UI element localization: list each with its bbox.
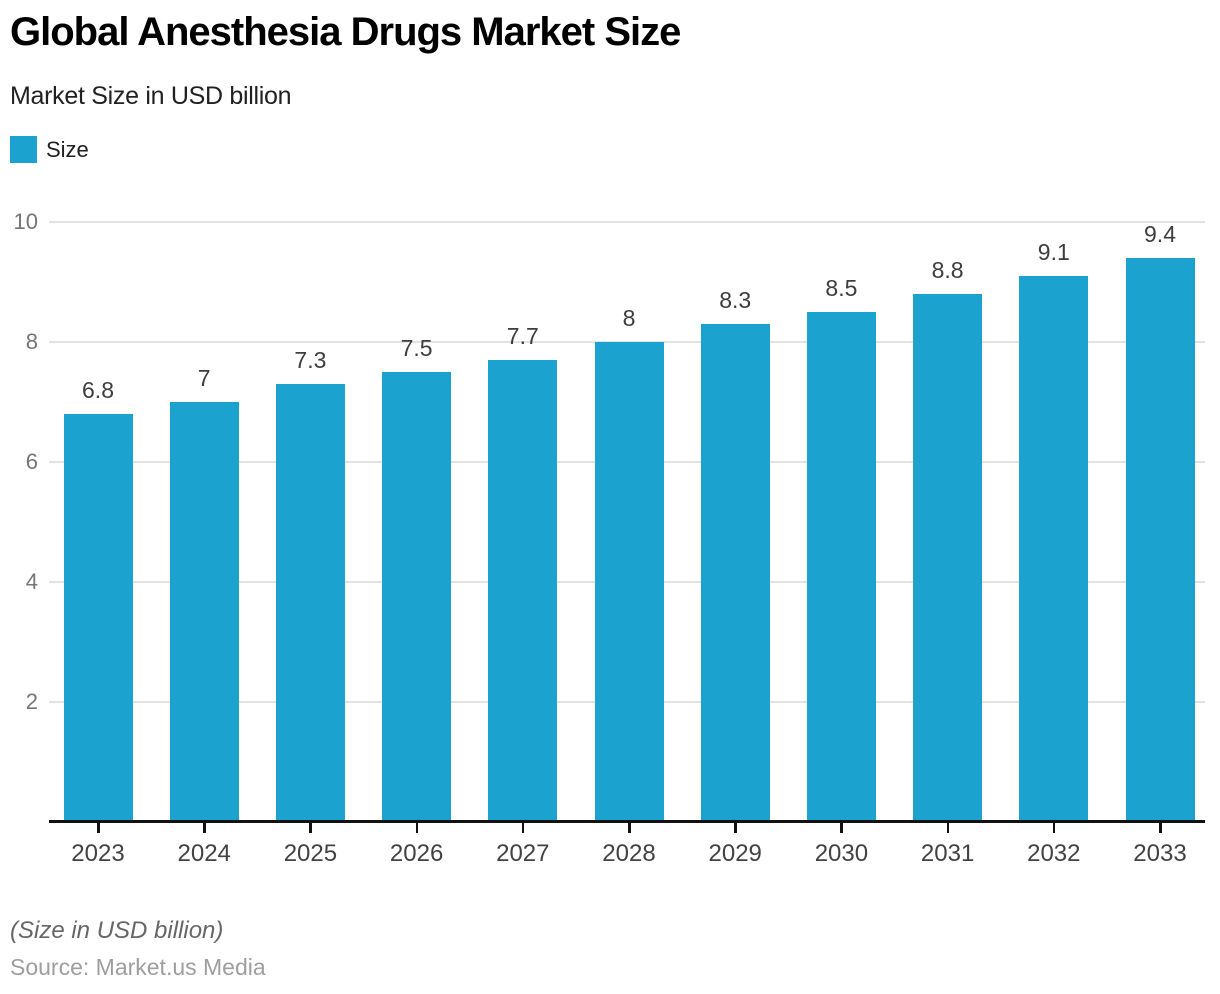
legend-item-size[interactable]: Size [10,136,89,163]
bar-value-label: 8.8 [931,257,964,283]
y-axis-label: 2 [25,689,38,714]
chart-title: Global Anesthesia Drugs Market Size [10,10,681,54]
x-axis-label: 2032 [1027,840,1081,867]
bar[interactable] [382,372,452,822]
y-axis-label: 8 [25,329,38,354]
bar-value-label: 9.1 [1037,239,1070,265]
x-axis-tick [840,823,843,833]
bar[interactable] [806,312,876,822]
bar-value-label: 8.3 [719,287,752,313]
bar[interactable] [1125,258,1195,822]
bar-value-label: 7 [197,365,211,391]
bar[interactable] [700,324,770,822]
x-axis-label: 2026 [389,840,444,867]
x-axis-label: 2027 [496,840,550,867]
bar[interactable] [1019,276,1089,822]
x-axis-tick [1159,823,1162,833]
y-axis-label: 6 [25,449,38,474]
legend-swatch-icon [10,136,37,163]
x-axis-line [49,820,1205,823]
bar[interactable] [169,402,239,822]
chart-subtitle: Market Size in USD billion [10,82,292,110]
y-axis-label: 10 [13,209,38,234]
bar-chart-plot: 2 4 6 8 10 6.8 7 7.3 7.5 7.7 8 8.3 8.5 8.8 9.1 9.4 2023 2… [14,211,1205,867]
x-axis-label: 2030 [814,840,869,867]
x-axis-label: 2024 [177,840,231,867]
x-axis-tick [734,823,737,833]
bar-value-label: 6.8 [82,377,114,403]
x-axis-label: 2028 [602,840,656,867]
bar-value-label: 7.7 [506,323,539,349]
bar[interactable] [594,342,664,822]
bar-value-label: 7.3 [294,347,327,373]
x-axis-tick [309,823,312,833]
bar-value-label: 7.5 [400,335,433,361]
x-axis-tick [415,823,419,833]
bar[interactable] [63,414,133,822]
x-axis-tick [946,823,950,833]
bar-value-label: 9.4 [1144,221,1176,247]
x-axis-label: 2033 [1133,840,1187,867]
x-axis-label: 2025 [283,840,338,867]
x-axis-tick [628,823,631,833]
bar[interactable] [275,384,345,822]
bar[interactable] [488,360,558,822]
source-credit: Source: Market.us Media [10,954,266,980]
x-axis-tick [203,823,206,833]
x-axis-tick [97,823,100,833]
x-axis-label: 2029 [708,840,762,867]
size-unit-note: (Size in USD billion) [10,917,224,944]
bar-value-label: 8 [622,305,636,331]
x-axis-label: 2031 [920,840,975,867]
x-axis-tick [1052,823,1056,833]
x-axis-tick [521,823,525,833]
x-axis-label: 2023 [71,840,125,867]
gridline [49,221,1205,223]
y-axis-label: 4 [25,569,38,594]
bar[interactable] [913,294,983,822]
bar-value-label: 8.5 [825,275,858,301]
legend-label: Size [46,136,89,162]
